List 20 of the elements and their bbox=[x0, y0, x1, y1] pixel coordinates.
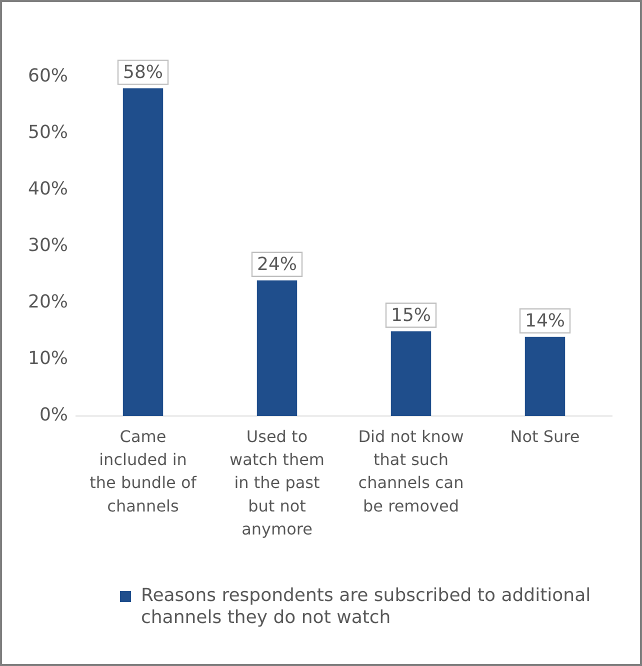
y-tick-label: 50% bbox=[28, 122, 68, 144]
bar bbox=[390, 331, 432, 416]
legend-label: Reasons respondents are subscribed to additional channels they do not watch bbox=[141, 585, 592, 629]
x-tick-label: Used to watch them in the past but not anymore bbox=[229, 426, 325, 539]
x-tick-label: Did not know that such channels can be removed bbox=[358, 426, 464, 516]
y-tick-label: 20% bbox=[28, 292, 68, 313]
y-tick-label: 60% bbox=[28, 66, 68, 87]
y-tick-label: 40% bbox=[28, 178, 68, 200]
data-label: 14% bbox=[524, 310, 566, 332]
y-tick-label: 10% bbox=[28, 348, 68, 370]
bar bbox=[524, 336, 566, 416]
x-tick-label: Came included in the bundle of channels bbox=[90, 426, 197, 516]
data-label: 58% bbox=[123, 62, 164, 83]
bar bbox=[122, 88, 164, 416]
x-tick-label: Not Sure bbox=[510, 426, 580, 446]
y-tick-label: 0% bbox=[39, 404, 68, 426]
bar bbox=[256, 280, 298, 416]
y-tick-label: 30% bbox=[28, 235, 68, 256]
data-label: 24% bbox=[256, 254, 298, 276]
data-label: 15% bbox=[390, 304, 432, 326]
